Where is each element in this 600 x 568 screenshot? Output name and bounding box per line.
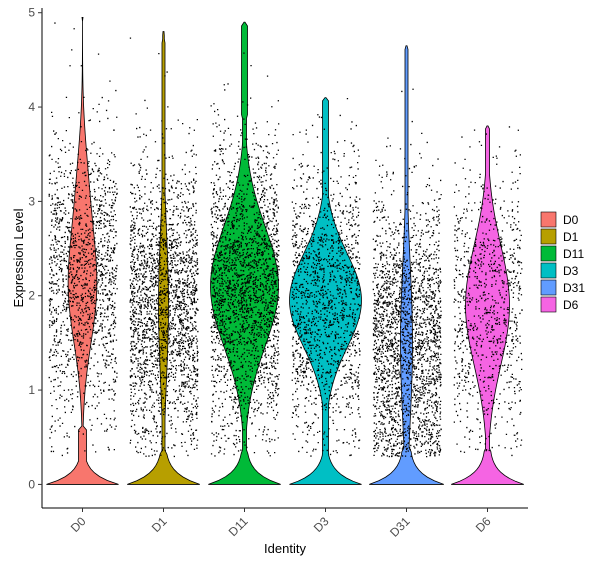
legend-swatch-d1 [540,228,557,245]
legend-swatch-d0 [540,211,557,228]
jitter-points-d3 [291,98,361,457]
violin-d6 [451,125,524,485]
legend-swatch-d31 [540,279,557,296]
y-ticks: 0 1 2 3 4 5 [28,6,42,491]
jitter-points-layer [48,22,523,458]
legend-label-d3: D3 [563,264,579,278]
x-tick-label-d3: D3 [311,514,332,535]
x-ticks: D0 D1 D11 D3 D31 D6 [68,508,494,540]
legend-label-d11: D11 [563,247,584,261]
jitter-points-d1 [129,37,199,458]
legend-swatch-d3 [540,262,557,279]
jitter-points-path-d1 [129,37,199,458]
legend-label-d1: D1 [563,230,579,244]
y-tick-label: 0 [28,477,35,491]
y-tick-label: 3 [28,194,35,208]
y-tick-label: 5 [28,6,35,20]
violins-layer [46,17,524,485]
y-tick-label: 1 [28,383,35,397]
x-tick-label-d11: D11 [226,514,251,539]
violin-d31 [369,45,444,485]
y-tick-label: 2 [28,289,35,303]
legend-swatch-d11 [540,245,557,262]
jitter-points-d0 [48,22,118,457]
x-tick-label-d1: D1 [149,514,170,535]
violin-d1 [127,31,200,485]
violin-d11 [208,21,281,485]
jitter-points-path-d0 [48,22,118,457]
axes-layer [41,8,528,509]
jitter-points-path-d3 [291,98,361,457]
x-axis-title: Identity [264,541,306,556]
legend-label-d0: D0 [563,213,579,227]
legend: D0 D1 D11 D3 D31 D6 [540,211,585,313]
legend-swatch-d6 [540,296,557,313]
y-tick-label: 4 [28,100,35,114]
y-axis-title: Expression Level [11,208,26,307]
x-tick-label-d6: D6 [473,514,494,535]
legend-label-d31: D31 [563,281,585,295]
x-tick-label-d31: D31 [387,514,413,540]
legend-label-d6: D6 [563,298,579,312]
x-tick-label-d0: D0 [68,514,89,535]
